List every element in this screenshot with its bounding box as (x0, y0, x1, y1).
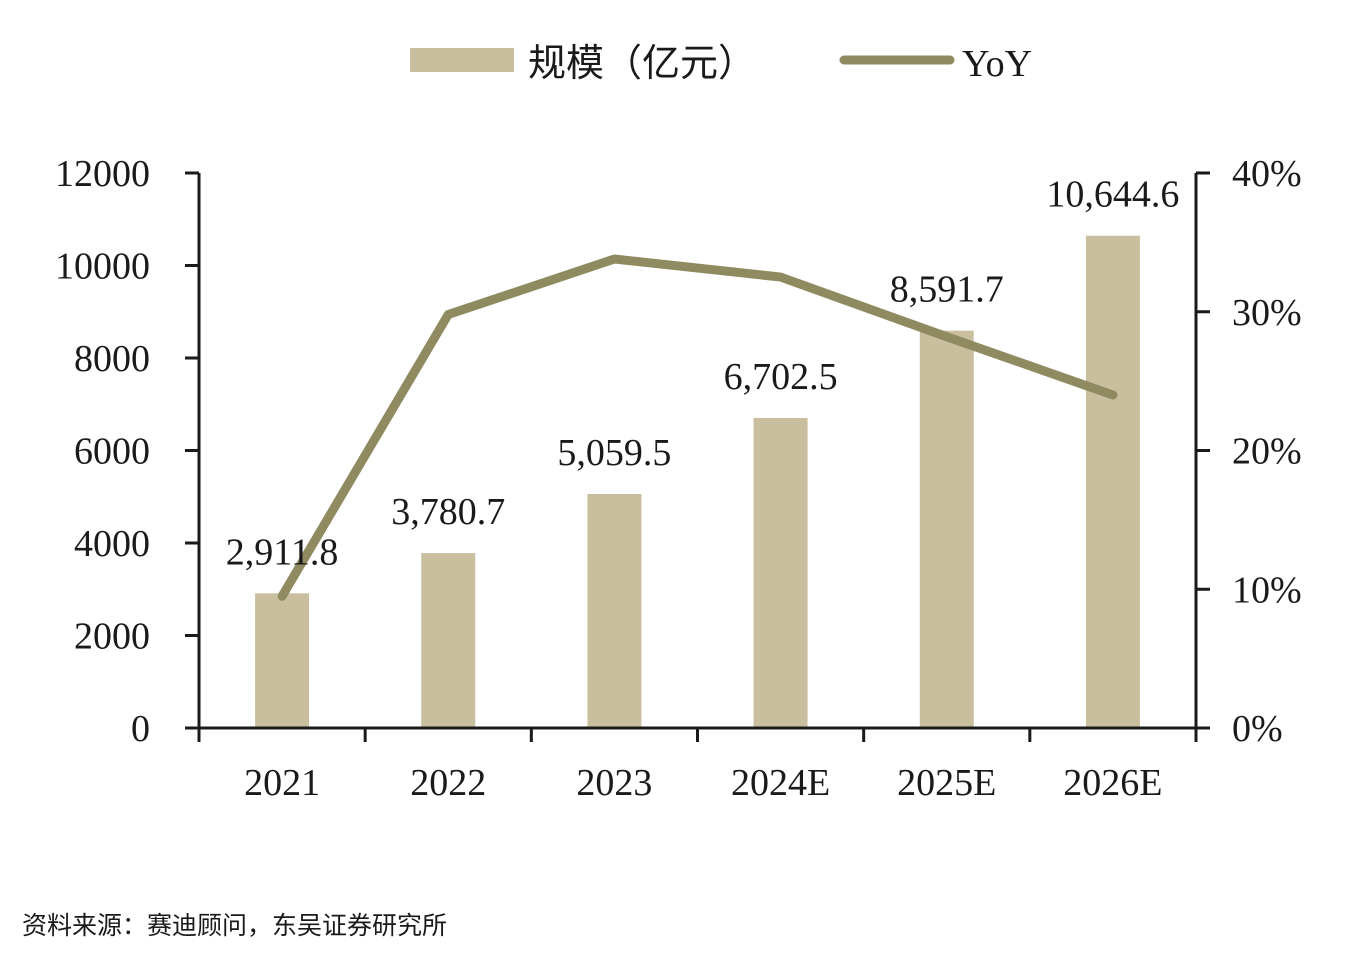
source-note: 资料来源：赛迪顾问，东吴证券研究所 (22, 911, 448, 940)
y-right-tick-label: 40% (1232, 153, 1302, 195)
y-left-tick-label: 10000 (55, 246, 150, 288)
yoy-line-layer (277, 254, 1118, 601)
bar-label-2023: 5,059.5 (557, 432, 671, 474)
bar-2025E (919, 330, 974, 728)
x-tick-label-2021: 2021 (244, 762, 320, 804)
bar-2024E (753, 418, 808, 728)
y-left-tick-label: 8000 (74, 338, 150, 380)
bar-2021 (255, 593, 310, 728)
y-right-tick-label: 0% (1232, 708, 1283, 750)
bar-2023 (587, 493, 642, 728)
x-tick-label-2022: 2022 (410, 762, 486, 804)
y-right-tick-label: 30% (1232, 292, 1302, 334)
y-left-tick-label: 0 (131, 708, 150, 750)
bar-label-2022: 3,780.7 (391, 491, 505, 533)
y-left-tick-label: 12000 (55, 153, 150, 195)
axes-layer: 0 2000 4000 6000 8000 10000 12000 0% 10% 20% 30% 40… (55, 153, 1302, 804)
bar-label-2021: 2,911.8 (226, 531, 339, 573)
bars-layer (255, 235, 1140, 728)
x-tick-label-2025E: 2025E (897, 762, 996, 804)
bar-label-2026E: 10,644.6 (1046, 174, 1179, 216)
x-tick-label-2026E: 2026E (1063, 762, 1162, 804)
bar-label-2025E: 8,591.7 (890, 269, 1004, 311)
x-tick-label-2023: 2023 (576, 762, 652, 804)
bar-2022 (421, 553, 476, 728)
y-right-tick-label: 20% (1232, 431, 1302, 473)
y-left-tick-label: 2000 (74, 616, 150, 658)
y-left-tick-label: 6000 (74, 431, 150, 473)
y-left-tick-label: 4000 (74, 523, 150, 565)
legend-line-label: YoY (962, 43, 1032, 85)
legend-bar-label: 规模（亿元） (528, 43, 756, 85)
bar-2026E (1085, 235, 1140, 728)
chart: 规模（亿元） YoY 0 2000 4000 6000 8000 10000 12000 0%… (55, 43, 1302, 804)
bar-label-2024E: 6,702.5 (724, 356, 838, 398)
x-tick-label-2024E: 2024E (731, 762, 830, 804)
data-labels-layer: 2,911.8 3,780.7 5,059.5 6,702.5 8,591.7 10,64… (226, 174, 1180, 574)
yoy-line (277, 254, 1118, 601)
legend-bar-swatch (410, 48, 514, 72)
y-right-tick-label: 10% (1232, 569, 1302, 611)
legend: 规模（亿元） YoY (410, 43, 1032, 85)
